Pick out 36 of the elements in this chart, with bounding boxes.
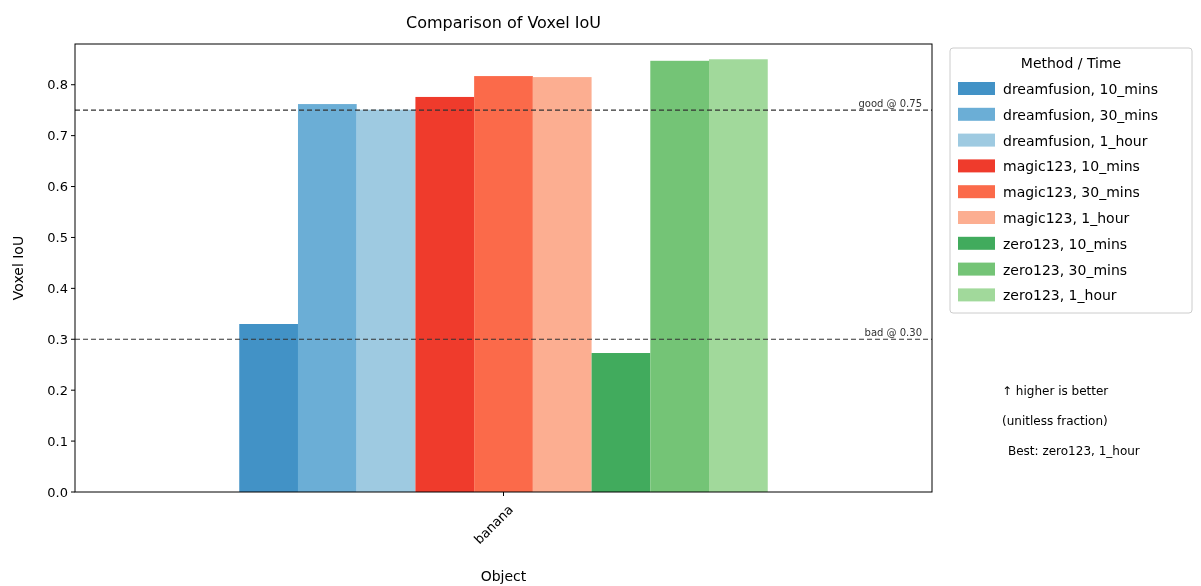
bar — [415, 96, 475, 492]
y-tick-label: 0.1 — [47, 433, 68, 449]
legend-label: dreamfusion, 10_mins — [1003, 80, 1158, 97]
y-tick-label: 0.3 — [47, 331, 68, 347]
ref-line-label: bad @ 0.30 — [864, 327, 922, 339]
bar — [532, 77, 592, 492]
bar — [709, 59, 768, 492]
y-axis-title: Voxel IoU — [10, 235, 26, 301]
y-tick-label: 0.8 — [47, 77, 68, 93]
bar — [239, 324, 298, 492]
y-tick-label: 0.5 — [47, 230, 68, 245]
y-tick-label: 0.4 — [47, 280, 68, 296]
text: ↑ higher is better — [1002, 384, 1109, 398]
legend-label: zero123, 1_hour — [1003, 287, 1117, 304]
x-axis-title: Object — [480, 568, 527, 584]
ref-line-label: good @ 0.75 — [858, 98, 922, 110]
bar — [591, 353, 651, 492]
bar — [650, 60, 710, 492]
legend-label: magic123, 10_mins — [1003, 158, 1140, 175]
text: (unitless fraction) — [1002, 414, 1108, 428]
y-tick-label: 0.2 — [47, 382, 68, 398]
chart-title: Comparison of Voxel IoU — [406, 13, 601, 32]
text: Best: zero123, 1_hour — [1008, 444, 1140, 458]
y-tick-label: 0.0 — [47, 484, 68, 500]
bar — [474, 76, 533, 492]
legend-label: zero123, 10_mins — [1003, 235, 1128, 252]
legend-label: magic123, 30_mins — [1003, 184, 1140, 201]
legend-label: zero123, 30_mins — [1003, 261, 1128, 278]
legend-title: Method / Time — [1020, 55, 1122, 71]
y-tick-label: 0.6 — [47, 179, 68, 195]
legend-label: dreamfusion, 30_mins — [1003, 106, 1158, 123]
y-tick-label: 0.7 — [47, 128, 68, 144]
bar — [356, 109, 416, 492]
legend-label: dreamfusion, 1_hour — [1003, 132, 1148, 149]
bar — [297, 104, 357, 492]
legend-label: magic123, 1_hour — [1003, 209, 1130, 226]
